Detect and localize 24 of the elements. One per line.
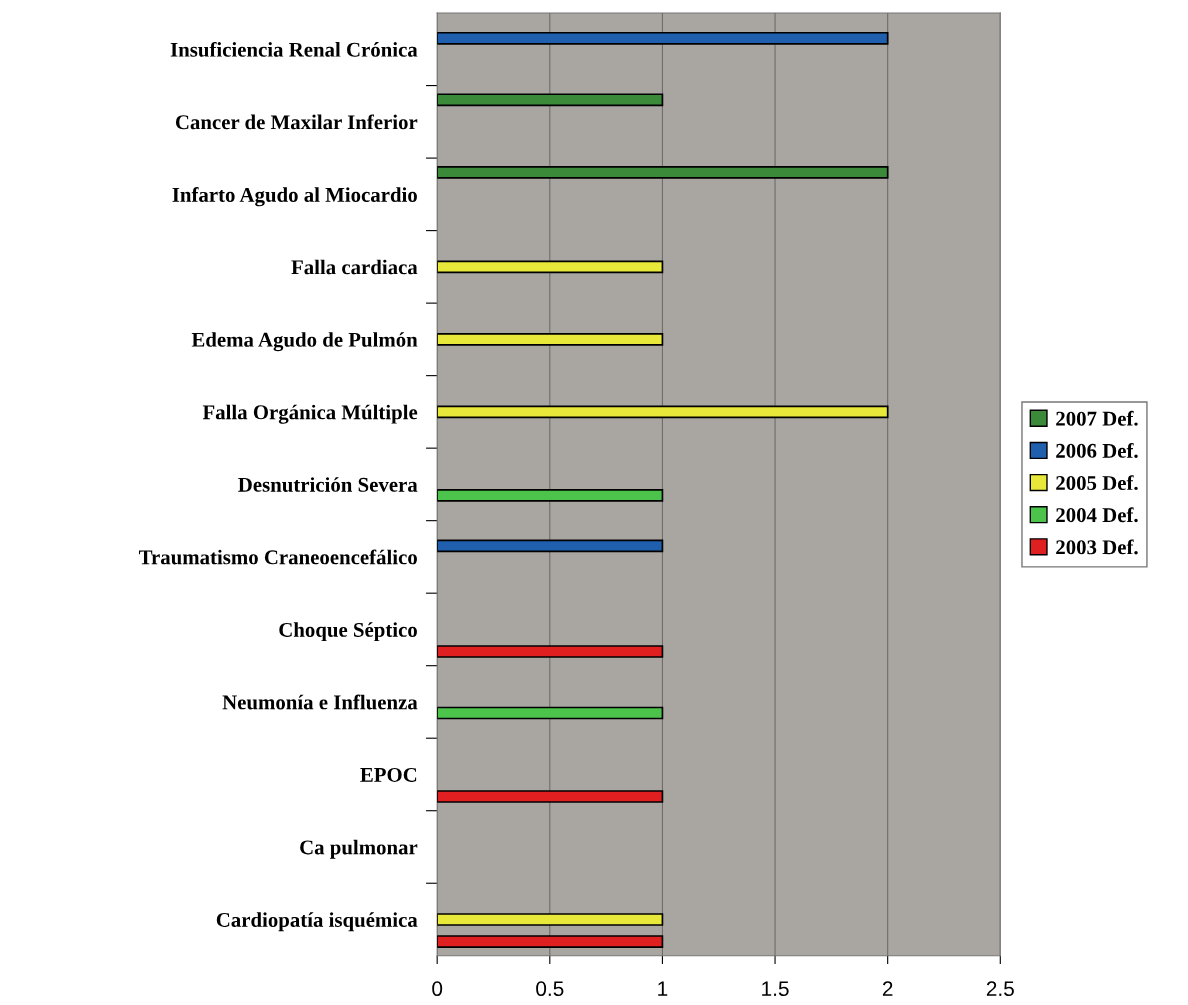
legend-label: 2005 Def. [1056, 475, 1138, 491]
y-tick-label: Infarto Agudo al Miocardio [172, 187, 417, 207]
y-tick-label: Ca pulmonar [300, 839, 418, 859]
x-tick-label: 1 [658, 981, 668, 996]
legend-label: 2006 Def. [1056, 442, 1138, 458]
y-tick-label: Cardiopatía isquémica [216, 912, 418, 932]
x-tick-label: 2.5 [986, 981, 1014, 997]
x-tick-label: 1.5 [762, 981, 789, 997]
y-tick-label: Desnutrición Severa [238, 477, 418, 492]
legend-label: 2007 Def. [1056, 410, 1138, 426]
y-tick-label: Edema Agudo de Pulmón [191, 332, 418, 352]
y-tick-label: Choque Séptico [279, 622, 417, 642]
y-tick-label: Insuficiencia Renal Crónica [170, 41, 418, 57]
y-tick-label: Neumonía e Influenza [222, 694, 418, 710]
legend-label: 2004 Def. [1056, 507, 1138, 523]
y-tick-label: Cancer de Maxilar Inferior [175, 114, 418, 130]
y-tick-label: EPOC [360, 767, 417, 782]
legend-label: 2003 Def. [1056, 539, 1138, 555]
x-tick-label: 0 [432, 981, 443, 997]
x-tick-label: 0.5 [536, 981, 564, 997]
x-tick-label: 2 [882, 981, 893, 996]
y-tick-label: Falla Orgánica Múltiple [202, 404, 418, 424]
y-tick-label: Falla cardiaca [291, 259, 418, 275]
y-tick-label: Traumatismo Craneoencefálico [138, 549, 417, 565]
